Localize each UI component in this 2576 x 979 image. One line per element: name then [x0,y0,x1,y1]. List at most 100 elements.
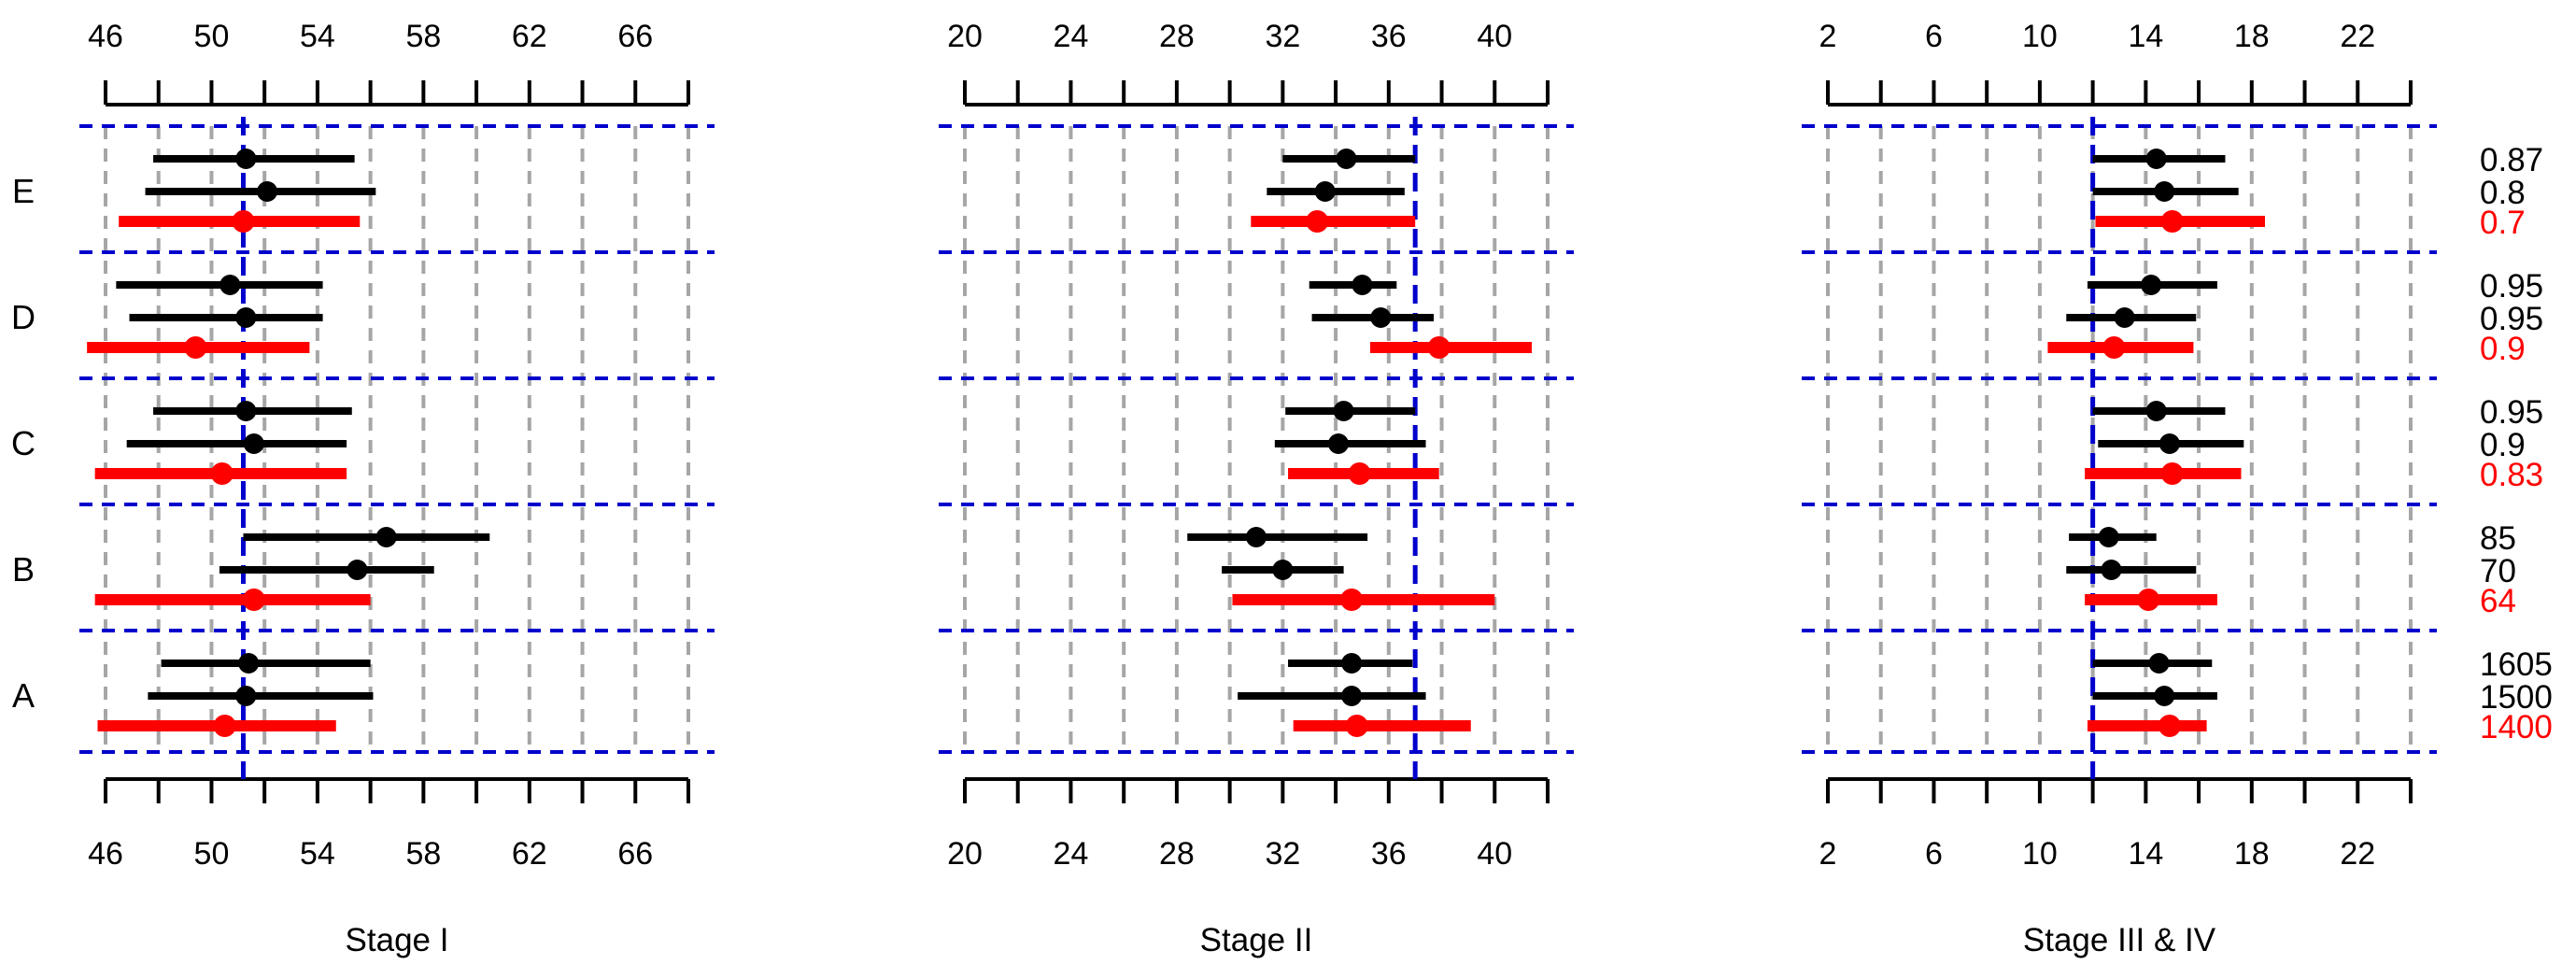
panel-1-row-c-point [243,433,264,454]
panel-2-top-tick-label: 32 [1265,19,1300,54]
panel-3-row-b-point [2098,527,2119,547]
panel-2-row-c-point [1333,401,1354,421]
panel-1-title: Stage I [346,922,449,958]
panel-3-top-tick-label: 22 [2340,19,2375,54]
value-label-a-2: 1500 [2480,679,2553,716]
panel-3-row-e-point [2154,181,2175,202]
panel-3-row-c-point [2160,462,2184,485]
row-label-a: A [12,676,35,715]
panel-3-row-e-point [2145,149,2167,169]
panel-1-row-d-point [219,275,241,295]
panel-2-row-e-point [1336,149,1357,169]
panel-3-top-tick-label: 2 [1819,19,1837,54]
panel-3-row-b-point [2101,560,2122,580]
value-label-c-1: 0.95 [2480,394,2543,431]
value-label-b-1: 85 [2480,520,2516,557]
panel-2-row-d-point [1427,336,1451,359]
panel-3-row-b-point [2137,589,2160,611]
panel-3-top-tick-label: 14 [2128,19,2163,54]
panel-1-row-d-point [184,336,207,359]
value-label-e-2: 0.8 [2480,175,2526,211]
value-label-d-3: 0.9 [2480,331,2526,367]
panel-1-top-tick-label: 66 [617,19,653,54]
panel-3-bottom-tick-label: 6 [1925,836,1943,872]
panel-2-bottom-tick-label: 36 [1371,836,1407,872]
panel-1-row-a-point [235,686,257,706]
panel-2-top-tick-label: 36 [1371,19,1407,54]
panel-3-row-a-point [2154,686,2175,706]
panel-3-top-tick-label: 6 [1925,19,1943,54]
panel-1-row-e-point [235,149,257,169]
panel-2-row-b-point [1246,527,1267,547]
panel-3-bottom-tick-label: 14 [2128,836,2163,872]
panel-2-row-d-point [1352,275,1373,295]
panel-2-top-tick-label: 24 [1054,19,1089,54]
panel-1-row-e-point [232,210,255,233]
panel-2-row-a-point [1341,653,1363,674]
panel-2-bottom-tick-label: 32 [1265,836,1300,872]
value-label-e-1: 0.87 [2480,142,2543,178]
panel-3-bottom-tick-label: 22 [2340,836,2375,872]
panel-1-bottom-tick-label: 66 [617,836,653,872]
panel-2-bottom-tick-label: 24 [1054,836,1089,872]
value-label-b-2: 70 [2480,553,2516,589]
panel-3-title: Stage III & IV [2023,922,2216,958]
panel-1-row-e-point [257,181,278,202]
panel-2-title: Stage II [1200,922,1313,958]
row-label-c: C [11,424,35,462]
value-label-c-3: 0.83 [2480,457,2543,493]
panel-1-top-tick-label: 46 [88,19,123,54]
panel-1-bottom-tick-label: 58 [405,836,441,872]
value-label-c-2: 0.9 [2480,427,2526,463]
panel-1-bottom-tick-label: 54 [300,836,335,872]
panel-2-row-d-point [1370,307,1392,328]
panel-3-row-a-point [2158,715,2181,737]
panel-1-top-tick-label: 50 [194,19,230,54]
panel-3-row-d-point [2102,336,2126,359]
panel-3-bottom-tick-label: 2 [1819,836,1837,872]
value-label-a-1: 1605 [2480,646,2553,683]
panel-2-bottom-tick-label: 40 [1477,836,1512,872]
panel-1-bottom-tick-label: 50 [194,836,230,872]
panel-2-row-c-point [1327,433,1349,454]
panel-2-row-b-point [1340,589,1364,611]
panel-3-top-tick-label: 18 [2234,19,2270,54]
panel-3-row-e-point [2160,210,2184,233]
panel-1-row-b-point [347,560,368,580]
panel-3-row-c-point [2158,433,2180,454]
value-label-a-3: 1400 [2480,709,2553,745]
row-label-d: D [11,298,35,336]
value-label-d-1: 0.95 [2480,268,2543,305]
row-label-e: E [12,172,35,210]
panel-3-row-a-point [2148,653,2170,674]
panel-1-row-c-point [210,462,234,485]
panel-1-row-a-point [213,715,236,737]
row-label-b: B [12,550,35,589]
panel-2-row-e-point [1314,181,1336,202]
panel-1-top-tick-label: 54 [300,19,335,54]
value-label-e-3: 0.7 [2480,205,2526,241]
panel-2-top-tick-label: 40 [1477,19,1512,54]
panel-1-row-c-point [235,401,257,421]
panel-1-row-b-point [242,589,265,611]
panel-1-bottom-tick-label: 62 [512,836,547,872]
panel-2-top-tick-label: 28 [1159,19,1195,54]
panel-2-bottom-tick-label: 20 [947,836,983,872]
panel-3-bottom-tick-label: 18 [2234,836,2270,872]
panel-2-row-a-point [1341,686,1363,706]
panel-2-row-e-point [1306,210,1329,233]
panel-2-row-b-point [1272,560,1294,580]
panel-2-bottom-tick-label: 28 [1159,836,1195,872]
panel-3-row-d-point [2114,307,2135,328]
value-label-b-3: 64 [2480,583,2516,619]
panel-3-row-c-point [2145,401,2167,421]
panel-1-row-b-point [375,527,397,547]
panel-1-row-a-point [238,653,260,674]
panel-3-top-tick-label: 10 [2022,19,2058,54]
panel-2-row-c-point [1348,462,1371,485]
panel-1-top-tick-label: 62 [512,19,547,54]
panel-2-row-a-point [1345,715,1368,737]
panel-1-top-tick-label: 58 [405,19,441,54]
